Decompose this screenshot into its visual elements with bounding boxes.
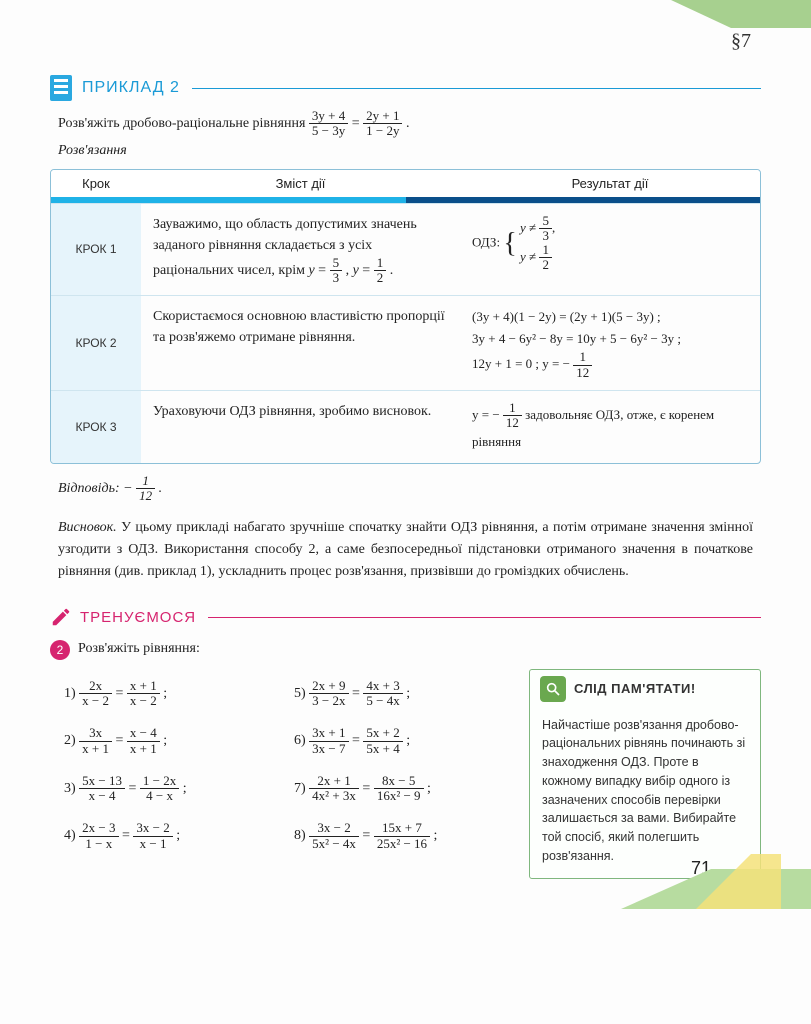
problem-statement: Розв'яжіть дробово-раціональне рівняння … (58, 109, 761, 139)
training-header: ТРЕНУЄМОСЯ (50, 606, 761, 628)
exercise-item: 2) 3xx + 1 = x − 4x + 1 ; (64, 726, 280, 756)
step-description: Ураховуючи ОДЗ рівняння, зробимо висново… (141, 391, 460, 463)
example-header: ПРИКЛАД 2 (50, 75, 761, 101)
conclusion-paragraph: Висновок. У цьому прикладі набагато зруч… (58, 517, 753, 582)
problem-prefix: Розв'яжіть дробово-раціональне рівняння (58, 116, 309, 131)
example-title: ПРИКЛАД 2 (82, 79, 180, 97)
step-result: ОДЗ: { y ≠ 53, y ≠ 12 (460, 204, 760, 296)
equation-lhs: 3y + 4 5 − 3y (309, 109, 348, 139)
step-description: Скористаємося основною властивістю пропо… (141, 296, 460, 390)
page-bottom-decoration (631, 839, 811, 909)
table-row: КРОК 3 Ураховуючи ОДЗ рівняння, зробимо … (51, 390, 760, 463)
exercise-column-right: 5) 2x + 93 − 2x = 4x + 35 − 4x ; 6) 3x + … (280, 669, 510, 879)
exercise-item: 6) 3x + 13x − 7 = 5x + 25x + 4 ; (294, 726, 510, 756)
table-row: КРОК 1 Зауважимо, що область допустимих … (51, 203, 760, 296)
col-header-result: Результат дії (460, 170, 760, 197)
magnifier-icon (540, 676, 566, 702)
step-result: y = − 112 задовольняє ОДЗ, отже, є корен… (460, 391, 760, 463)
period: . (406, 116, 410, 131)
col-header-step: Крок (51, 170, 141, 197)
exercise-prompt: Розв'яжіть рівняння: (78, 638, 200, 660)
exercise-item: 1) 2xx − 2 = x + 1x − 2 ; (64, 679, 280, 709)
col-header-content: Зміст дії (141, 170, 460, 197)
exercise-item: 5) 2x + 93 − 2x = 4x + 35 − 4x ; (294, 679, 510, 709)
remember-title: СЛІД ПАМ'ЯТАТИ! (574, 679, 696, 699)
exercise-column-left: 1) 2xx − 2 = x + 1x − 2 ; 2) 3xx + 1 = x … (50, 669, 280, 879)
conclusion-lead: Висновок. (58, 520, 117, 535)
conclusion-text: У цьому прикладі набагато зручніше споча… (58, 520, 753, 578)
exercise-item: 3) 5x − 13x − 4 = 1 − 2x4 − x ; (64, 774, 280, 804)
step-label: КРОК 1 (51, 204, 141, 296)
step-label: КРОК 2 (51, 296, 141, 390)
remember-header: СЛІД ПАМ'ЯТАТИ! (530, 670, 760, 708)
training-title: ТРЕНУЄМОСЯ (80, 609, 196, 626)
table-header: Крок Зміст дії Результат дії (51, 170, 760, 197)
table-row: КРОК 2 Скористаємося основною властивіст… (51, 295, 760, 390)
step-description: Зауважимо, що область допустимих значень… (141, 204, 460, 296)
answer-line: Відповідь: − 112 . (58, 474, 761, 504)
example-rule (192, 88, 761, 89)
table-header-rule (51, 197, 760, 203)
equals: = (352, 116, 363, 131)
exercise-item: 8) 3x − 25x² − 4x = 15x + 725x² − 16 ; (294, 821, 510, 851)
pencil-icon (50, 606, 72, 628)
step-result: (3y + 4)(1 − 2y) = (2y + 1)(5 − 3y) ; 3y… (460, 296, 760, 390)
step-label: КРОК 3 (51, 391, 141, 463)
example-icon (50, 75, 72, 101)
exercise-item: 7) 2x + 14x² + 3x = 8x − 516x² − 9 ; (294, 774, 510, 804)
exercise-block: 2 Розв'яжіть рівняння: (50, 638, 761, 660)
solution-label: Розв'язання (58, 143, 761, 159)
equation-rhs: 2y + 1 1 − 2y (363, 109, 402, 139)
exercise-item: 4) 2x − 31 − x = 3x − 2x − 1 ; (64, 821, 280, 851)
exercise-number-badge: 2 (50, 640, 70, 660)
solution-steps-table: Крок Зміст дії Результат дії КРОК 1 Заув… (50, 169, 761, 464)
training-rule (208, 617, 761, 618)
section-reference: §7 (731, 30, 751, 53)
